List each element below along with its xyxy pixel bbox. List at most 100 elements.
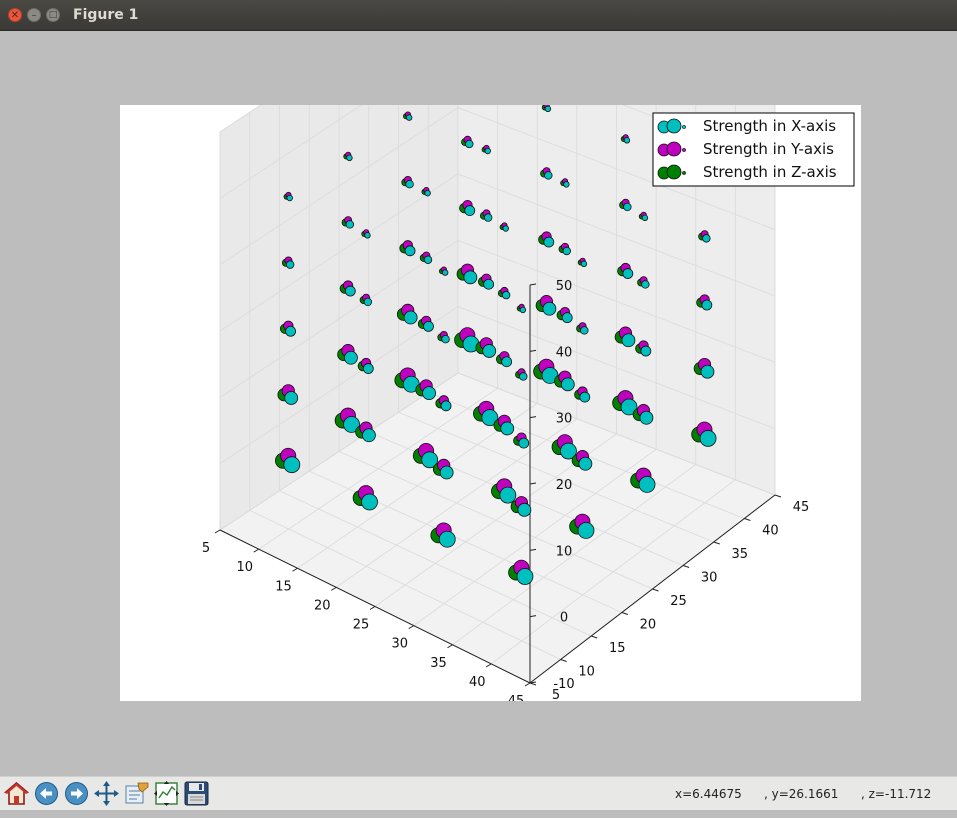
x-strength-marker (423, 320, 434, 332)
gridline-z (219, 306, 776, 465)
x-strength-marker (544, 105, 552, 113)
x-strength-marker (579, 391, 591, 403)
data-point-group (612, 390, 638, 416)
z-tick-mark (529, 349, 537, 352)
data-point-group (556, 306, 573, 324)
x-strength-marker (517, 502, 532, 517)
data-point-group (614, 326, 636, 348)
window-minimize-button[interactable]: – (27, 8, 41, 22)
data-point-group (432, 458, 454, 480)
y-tick-label: 35 (731, 547, 748, 562)
x-strength-marker (483, 278, 495, 290)
data-point-group (399, 240, 416, 257)
x-strength-marker (405, 179, 414, 189)
x-strength-marker (563, 181, 570, 188)
data-point-group (357, 357, 374, 374)
y-tick-label: 20 (640, 618, 657, 633)
x-strength-marker (499, 486, 517, 504)
figure-canvas[interactable]: 5 10 15 20 25 30 35 40 45 5 10 15 20 25 30 35 40 45 -10 0 10… (120, 0, 861, 709)
x-strength-marker (500, 421, 515, 436)
gridline-z (219, 372, 776, 531)
gridline-z (219, 173, 776, 332)
x-strength-marker (464, 205, 476, 217)
home-button[interactable] (3, 780, 30, 807)
x-strength-marker (577, 522, 595, 539)
data-point-group (638, 211, 649, 222)
window-maximize-button[interactable]: □ (46, 8, 60, 22)
gridline-z (219, 107, 776, 266)
legend: Strength in X-axis Strength in Y-axis Stre… (652, 112, 855, 187)
x-strength-marker (519, 372, 528, 381)
legend-label: Strength in X-axis (703, 117, 836, 135)
data-point-group (538, 231, 555, 248)
z-tick-mark (529, 482, 537, 485)
data-point-group (693, 357, 715, 379)
x-strength-marker (344, 285, 356, 297)
window-close-button[interactable]: ✕ (8, 8, 22, 22)
x-strength-marker (403, 310, 418, 325)
x-strength-marker (481, 409, 499, 427)
legend-marker-large (666, 118, 682, 134)
subplots-button[interactable] (153, 780, 180, 807)
x-strength-marker (561, 312, 573, 324)
data-point-group (696, 294, 713, 311)
data-point-group (481, 144, 491, 155)
data-point-group (495, 351, 513, 368)
data-point-group (619, 198, 632, 212)
y-tick-label: 25 (670, 594, 687, 609)
x-tick-label: 20 (314, 598, 331, 613)
z-tick-mark (529, 548, 537, 551)
y-tick-label: 45 (793, 500, 810, 515)
x-strength-marker (405, 114, 413, 121)
x-strength-marker (700, 364, 715, 379)
z-tick-label: 10 (556, 544, 573, 559)
data-point-group (421, 187, 431, 197)
data-point-group (415, 379, 436, 400)
data-point-group (403, 111, 413, 121)
data-point-group (277, 384, 299, 405)
window-titlebar: ✕ – □ Figure 1 (0, 0, 957, 31)
data-point-group (491, 478, 517, 504)
window-bottom-edge (0, 810, 957, 818)
y-tick-label: 40 (762, 524, 779, 539)
data-point-group (279, 320, 297, 337)
x-strength-marker (362, 428, 376, 443)
data-point-group (540, 167, 553, 180)
forward-button[interactable] (63, 780, 90, 807)
x-strength-marker (623, 202, 632, 212)
data-point-group (691, 421, 717, 447)
x-strength-marker (363, 297, 373, 307)
x-tick-label: 25 (353, 618, 370, 633)
x-strength-marker (502, 225, 509, 232)
z-tick-label: 30 (556, 412, 573, 427)
data-point-group (632, 404, 654, 425)
x-strength-marker (641, 280, 650, 289)
scatter3d-plot[interactable]: 5 10 15 20 25 30 35 40 45 5 10 15 20 25 30 35 40 45 -10 0 10… (120, 0, 861, 709)
z-tick-label: 20 (556, 478, 573, 493)
x-strength-marker (404, 245, 416, 257)
x-strength-marker (465, 139, 474, 149)
zoom-button[interactable] (123, 780, 150, 807)
data-point-group (334, 407, 360, 433)
x-tick-label: 40 (469, 675, 486, 690)
x-tick-label: 45 (508, 694, 525, 701)
pan-button[interactable] (93, 780, 120, 807)
save-button[interactable] (183, 780, 210, 807)
data-point-group (337, 344, 358, 365)
data-point-group (516, 303, 527, 314)
data-point-group (454, 327, 480, 353)
z-tick-mark (529, 681, 537, 684)
data-point-group (635, 340, 652, 357)
x-strength-marker (640, 345, 652, 357)
y-tick-label: 30 (701, 571, 718, 586)
x-strength-marker (543, 236, 555, 248)
x-tick-mark (330, 586, 337, 591)
x-strength-marker (623, 137, 631, 144)
data-point-group (456, 263, 478, 285)
x-strength-marker (364, 232, 371, 239)
back-button[interactable] (33, 780, 60, 807)
home-icon (3, 781, 30, 805)
navigation-toolbar: x=6.44675 , y=26.1661 , z=-11.712 (0, 776, 957, 810)
data-point-group (341, 216, 355, 229)
x-strength-marker (439, 465, 454, 480)
